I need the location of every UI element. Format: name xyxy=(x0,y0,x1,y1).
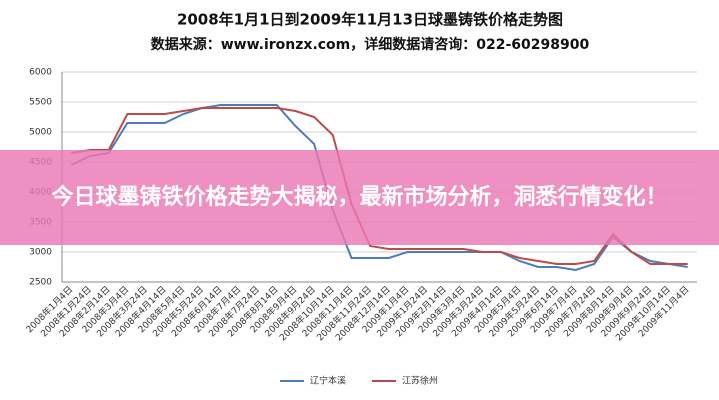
chart-title: 2008年1月1日到2009年11月13日球墨铸铁价格走势图 xyxy=(177,11,563,29)
y-tick-label: 6000 xyxy=(29,68,52,78)
banner-text: 今日球墨铸铁价格走势大揭秘，最新市场分析，洞悉行情变化！ xyxy=(51,185,668,210)
y-tick-label: 5500 xyxy=(29,98,52,108)
y-tick-label: 2500 xyxy=(29,278,52,288)
y-tick-label: 3000 xyxy=(29,248,52,258)
banner: 今日球墨铸铁价格走势大揭秘，最新市场分析，洞悉行情变化！ xyxy=(0,150,719,245)
legend-label: 江苏徐州 xyxy=(402,375,438,387)
chart-subtitle: 数据来源：www.ironzx.com，详细数据请咨询：022-60298900 xyxy=(151,36,590,53)
y-tick-label: 5000 xyxy=(29,128,52,138)
legend-label: 辽宁本溪 xyxy=(310,375,346,387)
series-line xyxy=(71,107,688,265)
series-line xyxy=(70,104,688,272)
